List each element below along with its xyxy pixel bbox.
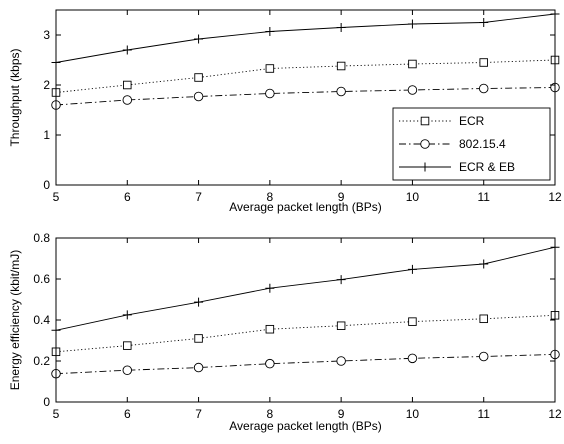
x-tick-label: 8 (267, 190, 274, 204)
x-tick-label: 10 (406, 190, 420, 204)
y-tick-label: 0.2 (33, 354, 50, 368)
series-line-plus (55, 13, 556, 63)
data-point-square-4 (265, 324, 275, 334)
data-point-square-7 (479, 314, 488, 324)
chart-panel-2: 5 6 7 8 9 10 11 12 0 0.2 0.4 0.6 0.8 Average packet l… (8, 231, 562, 433)
data-point-plus-5 (336, 23, 346, 32)
y-tick-label: 0.4 (33, 313, 50, 327)
data-point-circle-7 (478, 351, 489, 362)
x-axis-label: Average packet length (BPs) (229, 200, 382, 214)
data-point-square-2 (123, 341, 132, 350)
data-point-square-5 (336, 61, 346, 71)
legend-marker-circle (420, 139, 430, 149)
x-tick-label: 5 (53, 407, 60, 421)
y-axis-label: Throughput (kbps) (8, 48, 22, 146)
data-point-plus-7 (479, 259, 489, 269)
legend-marker-plus (420, 162, 430, 172)
data-point-plus-4 (265, 283, 275, 293)
data-point-plus-2 (122, 45, 132, 55)
x-tick-label: 9 (338, 407, 345, 421)
series-line-square (55, 59, 556, 93)
x-tick-label: 6 (124, 190, 131, 204)
y-tick-label: 0 (43, 395, 50, 409)
data-point-plus-5 (336, 275, 346, 285)
series-line-circle (55, 87, 556, 106)
x-tick-label: 11 (477, 190, 490, 204)
legend-label: 802.15.4 (459, 137, 506, 151)
plot-frame (55, 9, 556, 186)
legend-label: ECR (459, 114, 485, 128)
data-point-square-5 (336, 321, 346, 330)
data-point-square-6 (408, 59, 417, 69)
data-point-plus-2 (122, 310, 132, 320)
y-tick-label: 0.8 (33, 231, 50, 245)
data-point-circle-2 (122, 95, 133, 105)
data-point-circle-4 (265, 88, 275, 99)
data-point-square-3 (194, 73, 203, 82)
data-point-plus-6 (407, 264, 417, 274)
data-point-circle-5 (336, 86, 346, 97)
data-point-plus-6 (407, 19, 417, 29)
y-tick-label: 0.6 (33, 272, 50, 286)
data-point-square-2 (123, 80, 132, 90)
x-tick-label: 7 (195, 407, 202, 421)
data-point-square-3 (194, 334, 203, 343)
data-point-circle-4 (265, 358, 275, 369)
x-tick-label: 9 (338, 190, 345, 204)
y-tick-label: 1 (43, 128, 50, 142)
data-point-circle-7 (478, 83, 489, 94)
data-point-circle-6 (407, 85, 418, 95)
data-point-circle-3 (193, 362, 204, 373)
data-point-plus-4 (265, 27, 275, 36)
y-tick-label: 2 (43, 78, 50, 92)
series-line-circle (55, 353, 556, 375)
y-axis-label: Energy efficiency (kbit/mJ) (8, 250, 22, 391)
y-tick-label: 3 (43, 28, 50, 42)
data-point-circle-6 (407, 353, 418, 364)
x-tick-label: 12 (548, 407, 562, 421)
data-point-circle-3 (193, 91, 204, 102)
data-point-plus-3 (194, 34, 204, 44)
legend: ECR 802.15.4 ECR & EB (392, 107, 551, 181)
x-axis-label: Average packet length (BPs) (229, 419, 382, 433)
x-tick-label: 7 (195, 190, 202, 204)
data-point-square-7 (479, 58, 488, 67)
data-point-square-4 (265, 64, 275, 73)
x-tick-label: 5 (53, 190, 60, 204)
x-tick-label: 11 (477, 407, 490, 421)
data-point-circle-2 (122, 365, 133, 375)
data-point-plus-3 (194, 297, 204, 307)
data-point-square-6 (408, 317, 417, 326)
y-tick-label: 0 (43, 178, 50, 192)
series-line-square (55, 314, 556, 353)
x-tick-label: 8 (267, 407, 274, 421)
legend-marker-square (420, 116, 430, 126)
legend-label: ECR & EB (459, 160, 515, 174)
x-tick-label: 12 (548, 190, 562, 204)
data-point-plus-7 (479, 18, 489, 27)
x-tick-label: 6 (124, 407, 131, 421)
series-line-plus (55, 246, 556, 331)
data-point-circle-5 (336, 356, 346, 366)
x-tick-label: 10 (406, 407, 420, 421)
